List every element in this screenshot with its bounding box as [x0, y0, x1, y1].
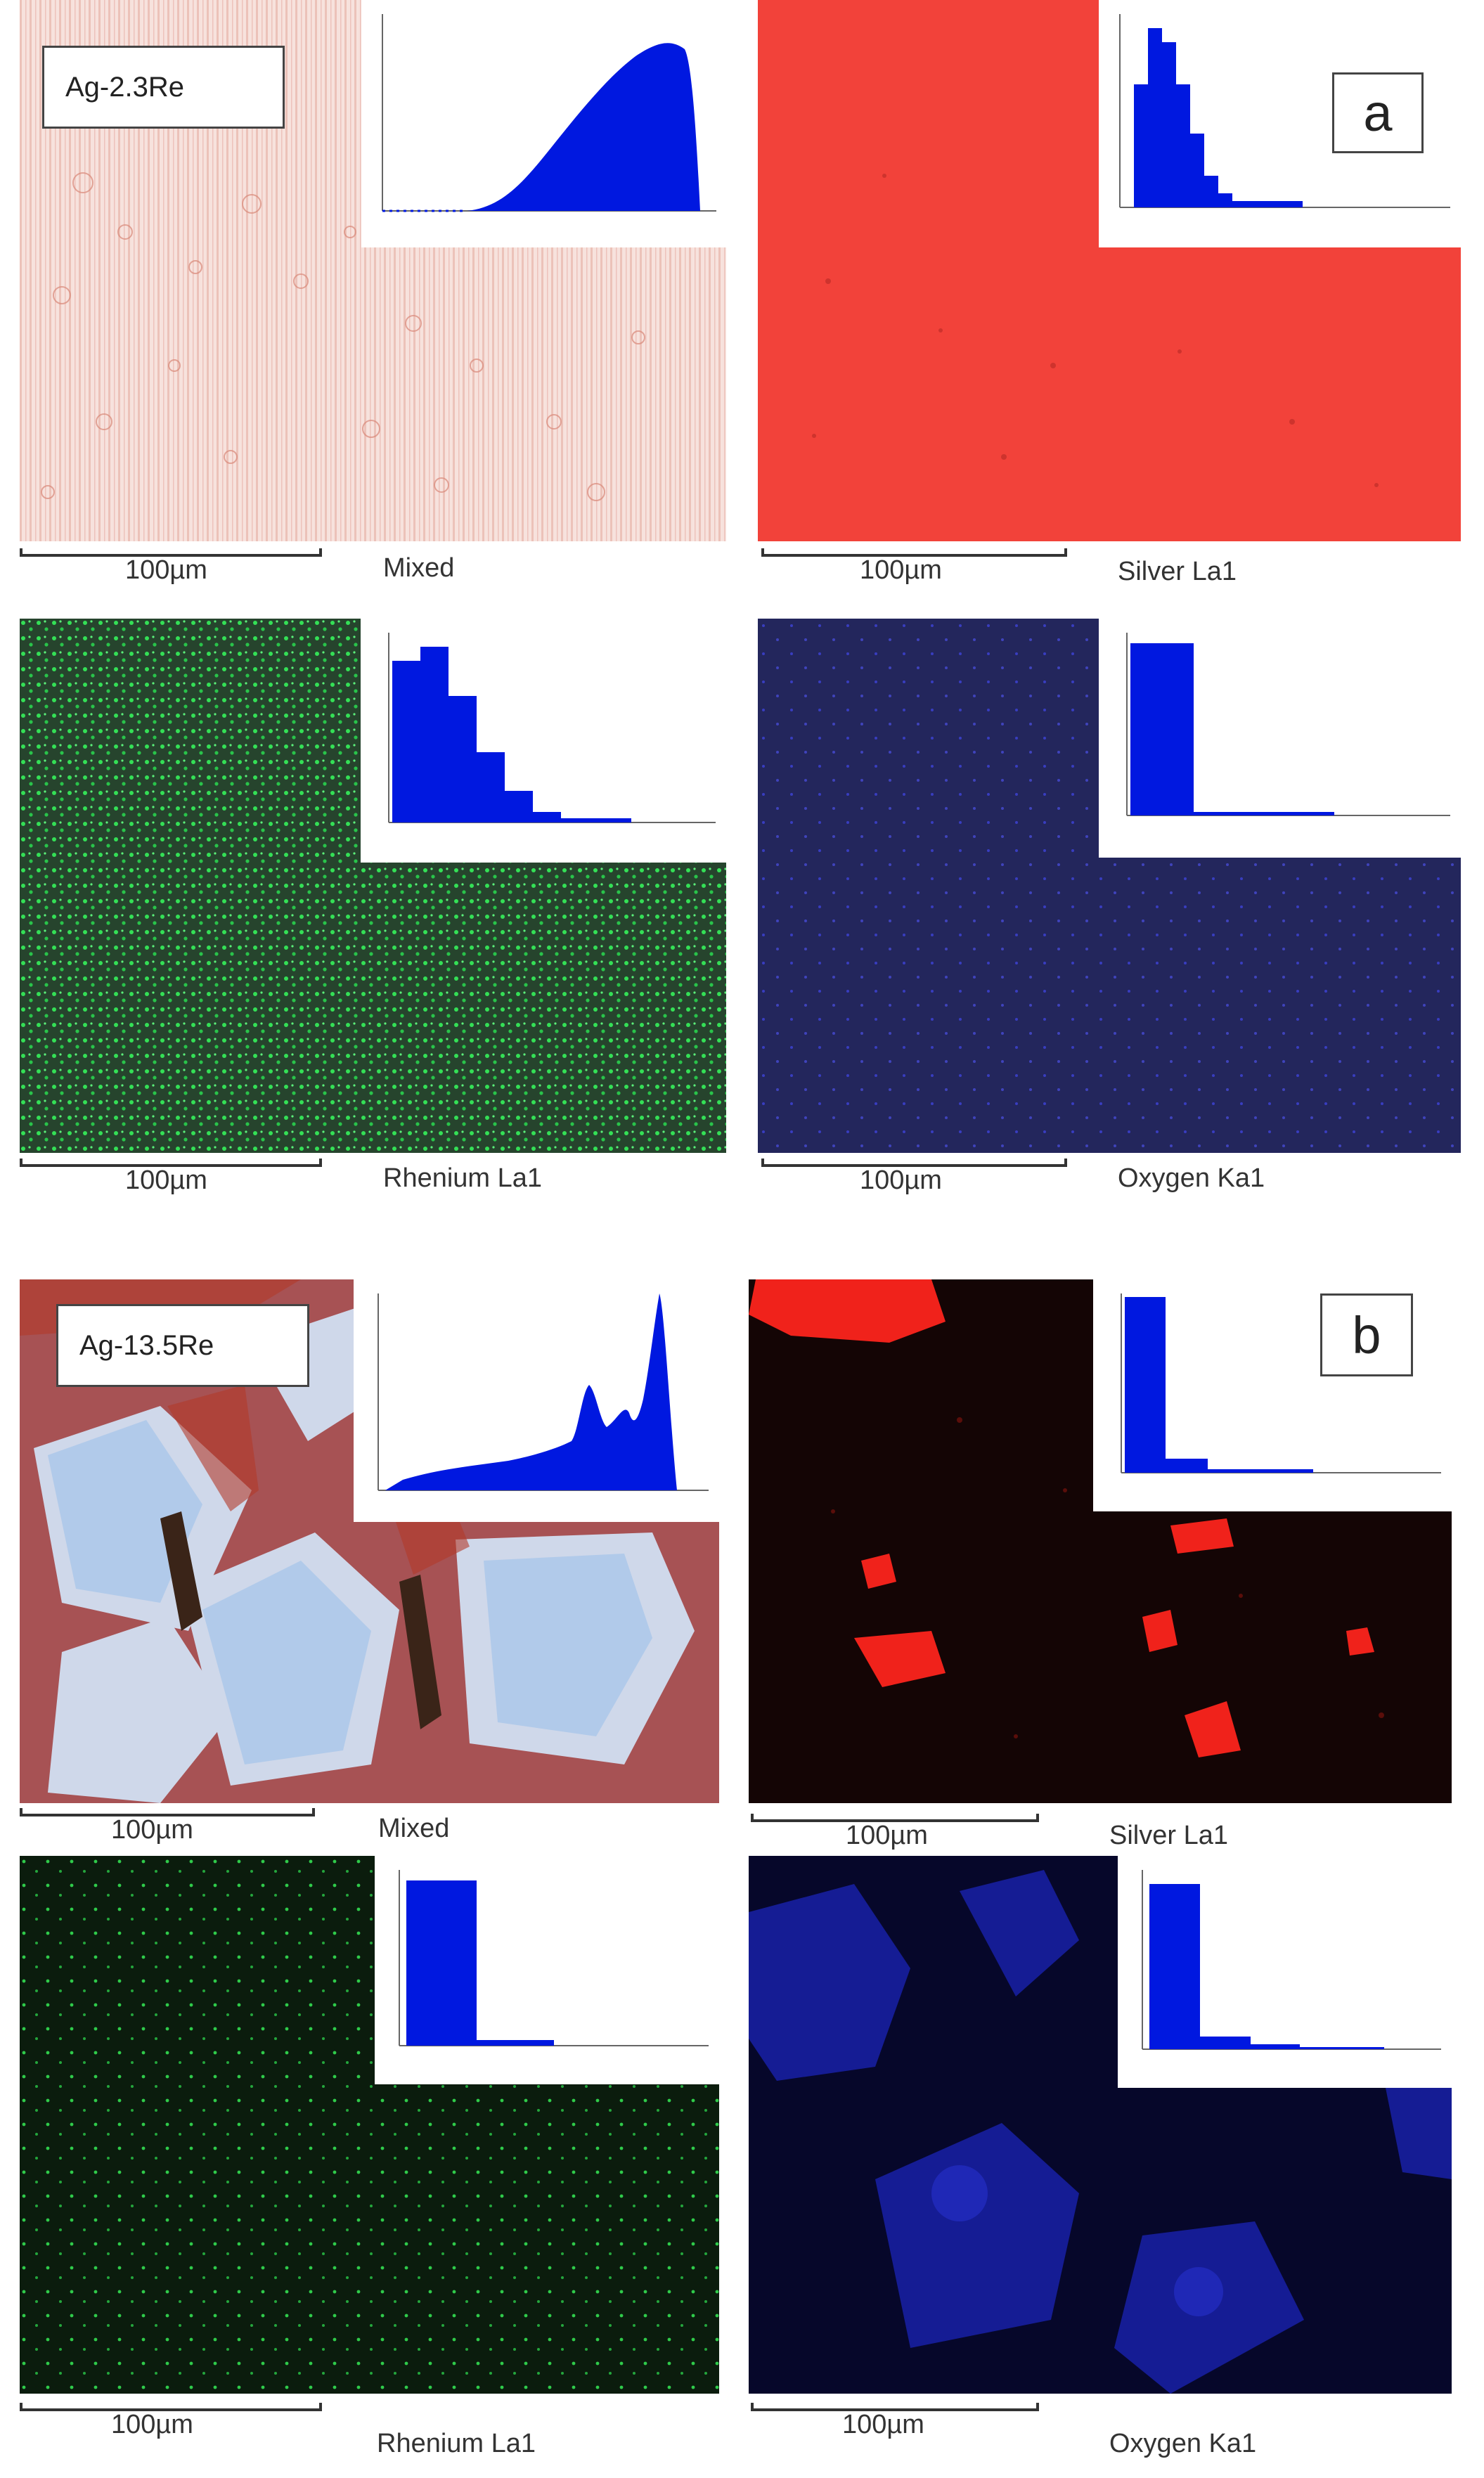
scale-bar-b-mixed: 100µm [20, 1808, 315, 1850]
scale-bar-a-rhenium: 100µm [20, 1159, 322, 1201]
scale-bar-b-rhenium: 100µm [20, 2403, 322, 2445]
histogram-inset [1118, 1856, 1452, 2088]
caption-a-rhenium: Rhenium La1 [383, 1163, 543, 1193]
scale-bar-a-silver: 100µm [761, 548, 1067, 591]
caption-a-silver: Silver La1 [1118, 557, 1237, 586]
sample-label-a: Ag-2.3Re [42, 46, 285, 129]
scale-bar-a-oxygen: 100µm [761, 1159, 1067, 1201]
caption-a-oxygen: Oxygen Ka1 [1118, 1163, 1265, 1193]
histogram-inset [361, 0, 726, 247]
scale-bar-a-mixed: 100µm [20, 548, 322, 591]
map-b-rhenium [20, 1856, 719, 2394]
caption-a-mixed: Mixed [383, 553, 455, 583]
caption-b-silver: Silver La1 [1109, 1821, 1228, 1850]
caption-b-oxygen: Oxygen Ka1 [1109, 2429, 1257, 2458]
histogram-inset [375, 1856, 719, 2084]
histogram-inset [354, 1279, 719, 1522]
panel-letter-b: b [1320, 1293, 1413, 1376]
caption-b-rhenium: Rhenium La1 [377, 2429, 536, 2458]
histogram-inset [361, 619, 726, 863]
scale-bar-b-oxygen: 100µm [751, 2403, 1039, 2445]
panel-letter-a: a [1332, 72, 1424, 153]
map-b-oxygen [749, 1856, 1452, 2394]
sample-label-b: Ag-13.5Re [56, 1304, 309, 1387]
histogram-inset [1099, 619, 1461, 858]
caption-b-mixed: Mixed [378, 1814, 450, 1843]
scale-bar-b-silver: 100µm [751, 1814, 1039, 1856]
